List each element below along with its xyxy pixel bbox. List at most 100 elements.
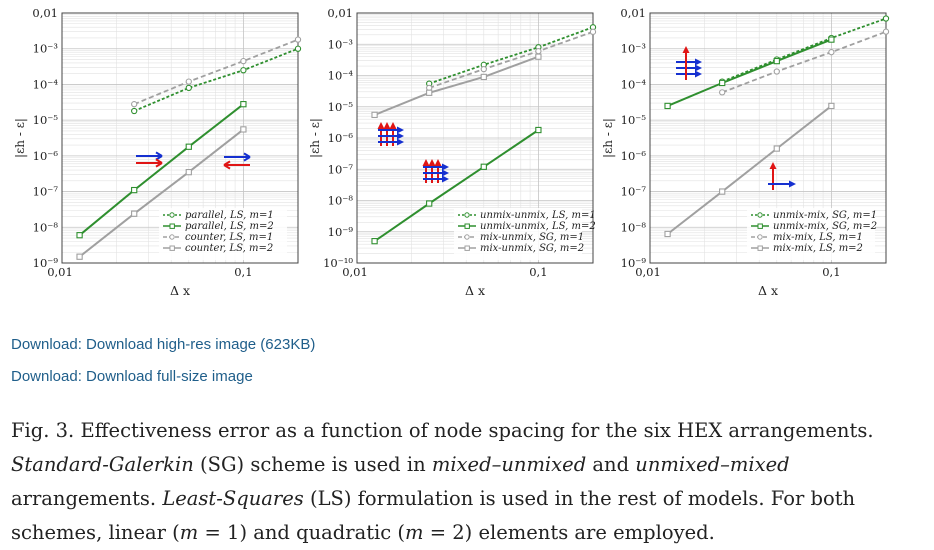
y-tick-label: 0,01 <box>32 6 58 20</box>
y-tick-label: 10⁻³ <box>33 42 59 56</box>
arrow-head <box>397 132 404 140</box>
data-point <box>480 73 487 81</box>
legend-label: mix-mix, LS, m=1 <box>773 232 863 243</box>
series-line <box>374 129 539 243</box>
data-point <box>828 102 835 110</box>
y-tick-label: 10⁻⁴ <box>328 69 354 83</box>
data-point <box>719 188 726 195</box>
caption-text: = 1) and quadratic ( <box>198 521 406 544</box>
legend-box <box>454 208 582 260</box>
legend-label: mix-unmix, SG, m=1 <box>480 232 584 243</box>
legend-label: unmix-unmix, LS, m=1 <box>480 210 596 221</box>
arrow-head <box>442 169 449 177</box>
arrow-shape <box>223 160 250 170</box>
legend-label: unmix-unmix, LS, m=2 <box>480 221 596 232</box>
legend-box <box>747 208 875 260</box>
x-tick-label: 0,1 <box>234 265 252 279</box>
legend-marker <box>464 223 470 229</box>
data-point <box>76 253 83 260</box>
data-point <box>131 210 138 217</box>
series-line <box>666 105 833 235</box>
arrow-head <box>789 180 796 188</box>
caption-text: (LS) formulation is used in the rest of … <box>11 487 856 544</box>
data-point <box>664 102 671 110</box>
data-point <box>719 89 726 96</box>
y-tick-label: 10⁻⁷ <box>33 185 59 199</box>
series-line <box>78 103 245 236</box>
arrow-shape <box>224 152 251 162</box>
legend-marker <box>169 223 175 229</box>
arrow-head <box>695 58 702 66</box>
data-point <box>664 230 671 238</box>
arrow-head <box>428 159 436 166</box>
caption-text: Fig. 3. Effectiveness error as a functio… <box>11 419 874 442</box>
y-tick-label: 10⁻⁷ <box>621 185 647 199</box>
download-full-size-link[interactable]: Download: Download full-size image <box>11 368 253 385</box>
y-tick-label: 10⁻⁸ <box>328 194 354 208</box>
arrow-head <box>377 122 385 129</box>
data-point <box>76 232 83 239</box>
plot-frame <box>356 12 594 264</box>
data-point <box>371 111 378 119</box>
plot-frame <box>649 12 887 264</box>
y-tick-label: 10⁻⁶ <box>328 131 354 145</box>
data-point <box>131 107 138 115</box>
y-tick-label: 10⁻⁹ <box>621 256 647 270</box>
legend-marker <box>169 245 175 251</box>
legend-label: counter, LS, m=1 <box>185 232 273 243</box>
crossflow-grid-arrows-icon <box>377 122 449 183</box>
y-tick-label: 10⁻³ <box>328 37 354 51</box>
x-tick-label: 0,01 <box>342 265 368 279</box>
y-axis-label: |εh - ε| <box>13 118 27 158</box>
data-point <box>185 168 192 176</box>
data-point <box>426 200 433 207</box>
y-tick-label: 10⁻⁵ <box>33 113 59 127</box>
arrow-head <box>397 138 404 146</box>
data-point <box>882 28 890 35</box>
data-point <box>131 101 138 108</box>
x-tick-label: 0,1 <box>529 265 547 279</box>
arrow-head <box>442 175 449 183</box>
y-tick-label: 10⁻⁵ <box>328 100 354 114</box>
data-point <box>240 126 247 133</box>
series-line <box>721 17 887 83</box>
series-line <box>133 38 299 106</box>
legend-marker <box>757 223 763 229</box>
download-high-res-link[interactable]: Download: Download high-res image (623KB… <box>11 336 316 353</box>
arrow-head <box>397 126 404 134</box>
legend-label: unmix-mix, SG, m=1 <box>773 210 877 221</box>
figure-3-plots: 0,01 10⁻³ 10⁻⁴ 10⁻⁵ 10⁻⁶ 10⁻⁷ 10⁻⁸ 10⁻⁹ 0,01 0,1 Δ… <box>13 6 890 298</box>
series-line <box>428 26 594 85</box>
series-line <box>374 55 539 116</box>
data-point <box>371 238 378 245</box>
data-point <box>131 186 138 194</box>
data-point <box>589 28 597 35</box>
data-point <box>185 143 192 150</box>
legend-box <box>159 208 287 260</box>
x-tick-label: 0,1 <box>822 265 840 279</box>
data-point <box>185 78 192 85</box>
legend-marker <box>464 234 470 240</box>
legend-marker <box>464 245 470 251</box>
y-tick-label: 10⁻⁷ <box>328 162 354 176</box>
data-point <box>185 84 192 92</box>
legend-label: parallel, LS, m=1 <box>185 210 274 221</box>
arrow-shape <box>136 158 163 168</box>
y-tick-label: 10⁻⁶ <box>33 149 59 163</box>
y-tick-label: 10⁻³ <box>621 42 647 56</box>
data-point <box>535 126 542 134</box>
crossflow-arrows-icon <box>676 46 796 190</box>
arrow-head <box>434 159 442 166</box>
data-point <box>294 36 302 43</box>
caption-text: = 2) elements are employed. <box>423 521 715 544</box>
series-line <box>721 30 887 94</box>
data-point <box>426 89 433 96</box>
y-tick-label: 0,01 <box>620 6 646 20</box>
data-point <box>773 68 780 75</box>
plot-panel-b: 0,0110⁻³10⁻⁴10⁻⁵10⁻⁶10⁻⁷10⁻⁸10⁻⁹10⁻¹⁰0,0… <box>308 6 597 298</box>
legend-label: mix-mix, LS, m=2 <box>773 243 863 254</box>
x-axis-label: Δ x <box>758 283 778 298</box>
caption-text: (SG) scheme is used in <box>193 453 432 476</box>
